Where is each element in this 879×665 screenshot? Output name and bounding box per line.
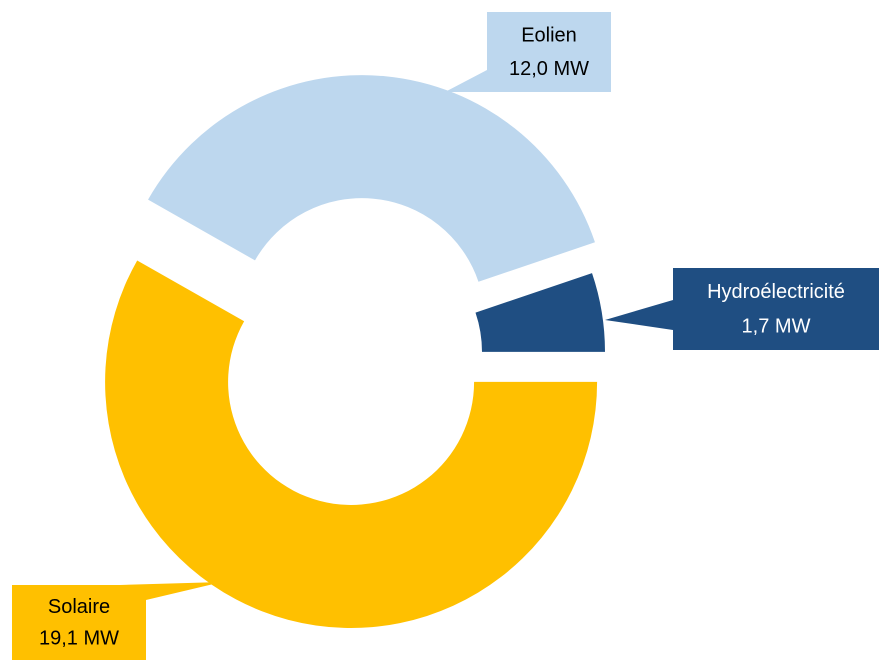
value-label: 12,0 MW <box>509 58 589 80</box>
category-label: Hydroélectricité <box>707 281 845 303</box>
category-label: Solaire <box>48 596 110 618</box>
callout-box <box>487 12 611 92</box>
donut-slice <box>148 75 595 282</box>
callout-box <box>12 585 146 660</box>
category-label: Eolien <box>521 24 577 46</box>
callout-pointer <box>605 300 673 330</box>
callout-box <box>673 268 879 350</box>
donut-slice <box>475 273 605 352</box>
value-label: 1,7 MW <box>742 315 811 337</box>
donut-slice <box>105 260 598 628</box>
value-label: 19,1 MW <box>39 627 119 649</box>
